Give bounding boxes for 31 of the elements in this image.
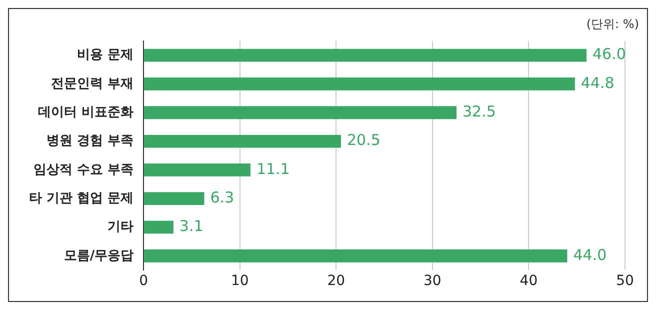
data-label: 46.0 [592,45,626,64]
x-tick-label: 0 [139,273,148,290]
data-label: 20.5 [346,131,380,150]
data-label: 44.0 [573,246,607,264]
y-tick-label: 기타 [108,220,134,235]
bar [144,163,250,176]
y-tick-label: 데이터 비표준화 [38,105,134,120]
bar [144,220,174,234]
bar [144,249,568,262]
data-label: 32.5 [462,102,496,121]
data-label: 3.1 [179,217,204,236]
x-tick-label: 20 [327,273,346,290]
y-tick-label: 임상적 수요 부족 [34,162,134,178]
x-tick-label: 50 [616,273,634,290]
y-tick-label: 비용 문제 [77,48,134,63]
data-label: 6.3 [210,188,234,206]
data-label: 44.8 [580,74,614,92]
x-tick-label: 10 [230,273,249,290]
data-label: 11.1 [256,160,290,178]
y-tick-label: 타 기관 협업 문제 [29,190,134,206]
bar [144,48,586,62]
y-tick-label: 병원 경험 부족 [46,134,134,149]
text: (단위: %) [586,17,639,32]
bar [144,134,341,148]
bar [144,78,575,90]
x-tick-label: 30 [424,273,442,290]
y-tick-label: 전문인력 부재 [51,76,134,92]
bar [144,192,204,206]
x-tick-label: 40 [520,273,538,290]
bar [144,106,456,120]
y-tick-label: 모름/무응답 [64,248,134,264]
